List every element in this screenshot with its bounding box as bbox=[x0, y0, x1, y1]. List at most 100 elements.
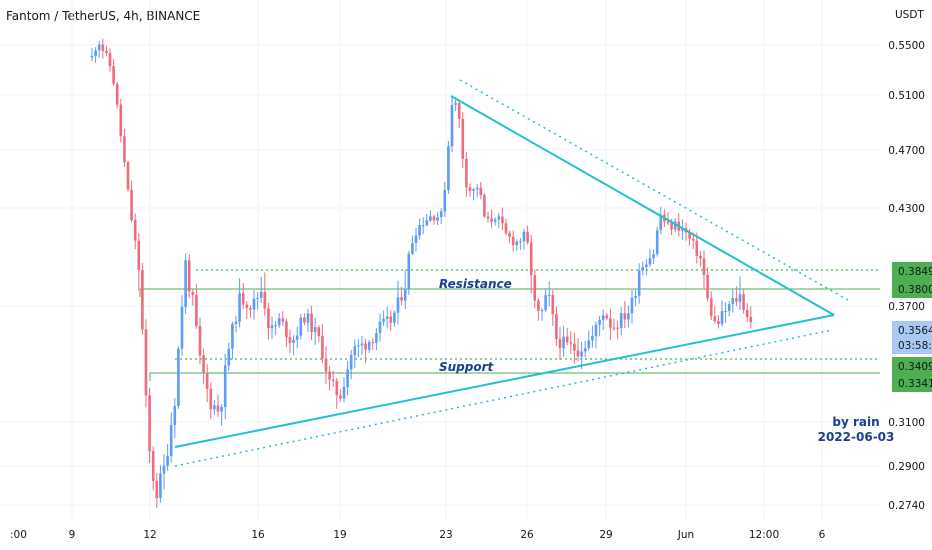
candle-body bbox=[432, 216, 436, 221]
candle-body bbox=[400, 297, 403, 301]
upper-channel-dotted bbox=[459, 79, 849, 301]
candle-body bbox=[447, 146, 450, 190]
candle-body bbox=[209, 388, 213, 410]
candle-body bbox=[580, 351, 583, 357]
candle-body bbox=[335, 381, 339, 396]
candle-body bbox=[353, 346, 357, 356]
candle-body bbox=[169, 424, 173, 456]
grid bbox=[0, 0, 880, 520]
candle-body bbox=[288, 337, 292, 343]
candle-body bbox=[252, 298, 256, 310]
candle-body bbox=[277, 318, 281, 326]
support-label: Support bbox=[439, 360, 495, 374]
candle-body bbox=[659, 214, 663, 231]
candle-body bbox=[263, 292, 267, 309]
candle-body bbox=[274, 325, 277, 327]
candle-body bbox=[166, 455, 169, 466]
candle-body bbox=[213, 405, 216, 410]
candle-body bbox=[119, 104, 123, 137]
candle-body bbox=[537, 300, 540, 311]
candle-body bbox=[691, 238, 695, 241]
time-tick: 6 bbox=[819, 529, 826, 541]
candle-body bbox=[101, 44, 105, 52]
candle-body bbox=[324, 358, 328, 372]
candle-body bbox=[706, 274, 709, 299]
price-axis: 0.5500 0.5100 0.4700 0.4300 0.3700 0.3100 0.29… bbox=[888, 40, 925, 512]
price-label-text: 0.3849 bbox=[898, 266, 932, 278]
candle-body bbox=[112, 66, 115, 84]
candle-body bbox=[385, 316, 389, 319]
candle-body bbox=[159, 473, 162, 499]
candle-body bbox=[735, 298, 738, 302]
candle-body bbox=[407, 253, 411, 289]
price-label-box bbox=[892, 280, 932, 298]
candle-body bbox=[267, 308, 270, 329]
candle-body bbox=[231, 323, 234, 349]
candle-body bbox=[519, 241, 522, 243]
price-label-box bbox=[892, 321, 932, 339]
candle-body bbox=[544, 295, 547, 311]
candle-body bbox=[310, 313, 313, 332]
price-tick: 0.5500 bbox=[888, 40, 925, 52]
candle-body bbox=[313, 327, 317, 332]
candle-body bbox=[555, 314, 558, 340]
candle-body bbox=[292, 339, 295, 343]
candle-body bbox=[558, 339, 562, 349]
candle-body bbox=[533, 275, 537, 301]
candle-body bbox=[457, 103, 461, 119]
candle-body bbox=[177, 348, 180, 406]
candle-body bbox=[371, 341, 375, 343]
candle-body bbox=[393, 312, 396, 323]
candle-body bbox=[396, 297, 400, 313]
time-tick: 29 bbox=[599, 529, 612, 541]
candle-body bbox=[699, 255, 702, 259]
candle-body bbox=[713, 316, 717, 321]
candle-body bbox=[569, 342, 573, 344]
candle-body bbox=[749, 317, 753, 323]
candle-body bbox=[303, 317, 306, 323]
candle-body bbox=[331, 379, 335, 382]
candle-body bbox=[295, 335, 299, 340]
time-tick: 12 bbox=[143, 529, 156, 541]
price-tick: 0.4300 bbox=[888, 203, 925, 215]
candle-body bbox=[702, 258, 706, 275]
candle-body bbox=[216, 405, 220, 412]
candle-body bbox=[141, 269, 144, 330]
candle-body bbox=[454, 103, 457, 105]
candle-body bbox=[547, 294, 551, 296]
candle-body bbox=[551, 294, 555, 315]
candle-body bbox=[483, 195, 486, 217]
trendlines bbox=[174, 79, 849, 467]
candle-body bbox=[155, 480, 159, 499]
candle-body bbox=[270, 325, 274, 329]
time-tick: 23 bbox=[439, 529, 452, 541]
candle-body bbox=[465, 158, 468, 188]
candle-body bbox=[342, 387, 346, 399]
candle-body bbox=[497, 216, 501, 220]
candle-body bbox=[666, 221, 670, 224]
candle-body bbox=[540, 310, 544, 312]
candle-body bbox=[321, 336, 324, 359]
time-tick: 16 bbox=[251, 529, 265, 541]
candle-body bbox=[180, 306, 184, 349]
candle-body bbox=[529, 242, 533, 276]
candle-body bbox=[317, 327, 321, 337]
candle-body bbox=[565, 336, 569, 343]
level-lines bbox=[139, 269, 880, 381]
candle-body bbox=[609, 318, 612, 328]
candle-body bbox=[576, 350, 580, 357]
time-tick: 12:00 bbox=[749, 529, 779, 541]
candle-body bbox=[191, 291, 195, 296]
candle-body bbox=[115, 83, 119, 105]
candle-body bbox=[108, 53, 112, 66]
time-tick: 9 bbox=[69, 529, 76, 541]
candle-body bbox=[133, 220, 137, 241]
candle-body bbox=[306, 313, 310, 323]
candle-body bbox=[461, 119, 465, 159]
candle-body bbox=[436, 217, 439, 221]
candle-body bbox=[450, 104, 454, 147]
price-label-box bbox=[892, 262, 932, 280]
candle-body bbox=[256, 297, 259, 299]
price-tick: 0.3100 bbox=[888, 417, 925, 429]
